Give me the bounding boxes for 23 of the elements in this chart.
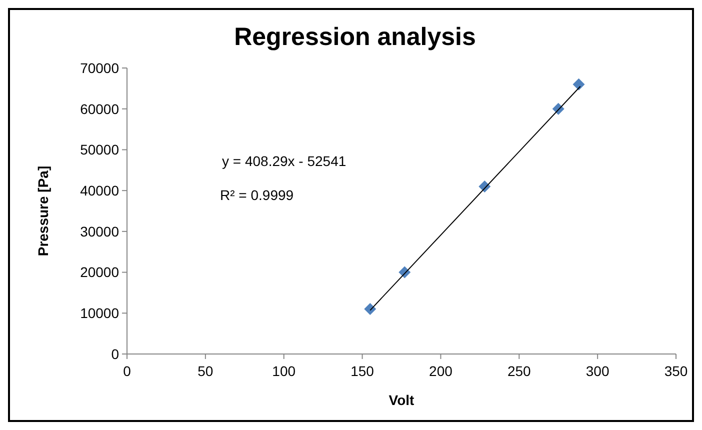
y-tick-label: 20000 <box>80 264 120 280</box>
y-tick-label: 60000 <box>80 100 120 117</box>
x-tick-label: 0 <box>123 363 132 379</box>
annotation: y = 408.29x - 52541 <box>222 153 346 169</box>
y-tick-label: 10000 <box>80 305 120 322</box>
y-axis-title: Pressure [Pa] <box>35 166 51 256</box>
x-tick-label: 300 <box>586 363 610 379</box>
point <box>364 303 376 316</box>
y-tick-label: 40000 <box>80 182 120 198</box>
x-tick-label: 250 <box>507 363 532 379</box>
x-tick-label: 150 <box>350 363 374 379</box>
y-tick-label: 50000 <box>80 142 120 158</box>
y-tick-label: 0 <box>111 346 120 362</box>
chart-title: Regression analysis <box>234 23 476 51</box>
y-tick-label: 30000 <box>80 223 120 240</box>
y-tick-label: 70000 <box>80 60 120 76</box>
x-tick-label: 200 <box>429 363 453 379</box>
annotation: R² = 0.9999 <box>220 187 294 203</box>
x-tick-label: 350 <box>664 363 688 379</box>
x-axis-title: Volt <box>388 392 415 408</box>
x-tick-label: 50 <box>198 363 214 379</box>
x-tick-label: 100 <box>272 363 296 379</box>
point <box>572 78 585 90</box>
